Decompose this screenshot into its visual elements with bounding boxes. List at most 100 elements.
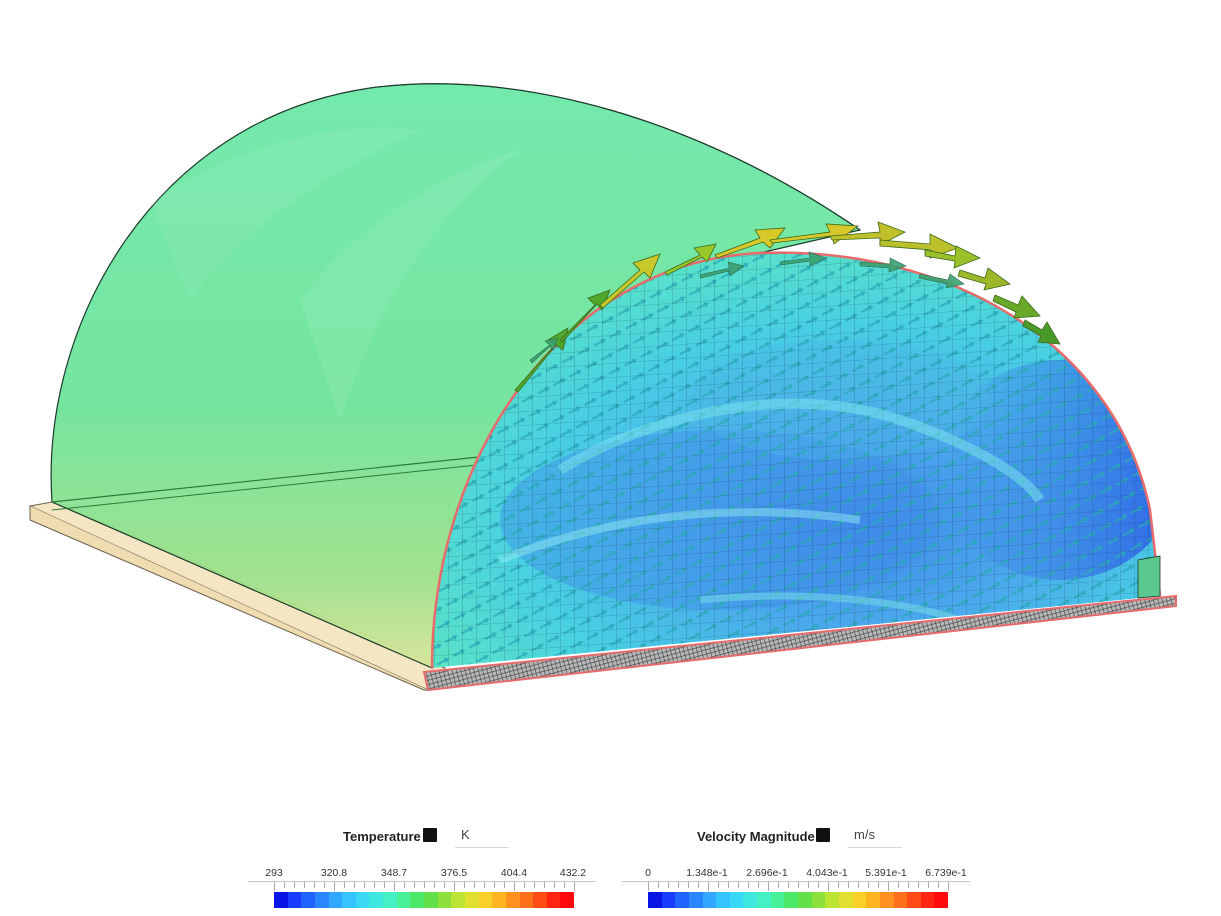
colorbar-segment: [770, 892, 785, 908]
tick-label: 348.7: [380, 867, 408, 879]
colorbar-segment: [369, 892, 384, 908]
minor-tick: [768, 882, 769, 891]
minor-tick: [504, 882, 505, 888]
tick-label: 293: [265, 867, 283, 879]
velocity-colorbar: [648, 892, 949, 908]
minor-tick: [858, 882, 859, 888]
colorbar-segment: [852, 892, 867, 908]
simulation-scene[interactable]: [0, 0, 1221, 800]
legend-unit-field[interactable]: m/s: [848, 822, 902, 848]
minor-tick: [444, 882, 445, 888]
minor-tick: [778, 882, 779, 888]
legend-axis-line: [248, 881, 596, 882]
colorbar-segment: [410, 892, 425, 908]
tick-label: 1.348e-1: [686, 867, 728, 879]
legend-minor-ticks: [648, 882, 949, 892]
colorbar-segment: [907, 892, 921, 908]
colorbar-segment: [342, 892, 356, 908]
tick-label: 4.043e-1: [806, 867, 848, 879]
black-square-icon[interactable]: [423, 828, 437, 842]
tick-label: 376.5: [440, 867, 468, 879]
minor-tick: [938, 882, 939, 888]
colorbar-segment: [437, 892, 452, 908]
minor-tick: [728, 882, 729, 888]
colorbar-segment: [383, 892, 397, 908]
legend-header: Velocity Magnitude m/s: [622, 822, 970, 850]
minor-tick: [928, 882, 929, 888]
colorbar-segment: [784, 892, 799, 908]
minor-tick: [424, 882, 425, 888]
minor-tick: [848, 882, 849, 888]
colorbar-segment: [546, 892, 561, 908]
colorbar-segment: [560, 892, 575, 908]
colorbar-segment: [825, 892, 839, 908]
colorbar-segment: [519, 892, 534, 908]
minor-tick: [918, 882, 919, 888]
legend-title: Velocity Magnitude: [697, 829, 815, 844]
minor-tick: [758, 882, 759, 888]
colorbar-segment: [533, 892, 547, 908]
minor-tick: [514, 882, 515, 891]
minor-tick: [808, 882, 809, 888]
tick-label: 0: [645, 867, 651, 879]
minor-tick: [748, 882, 749, 888]
3d-viewport[interactable]: [0, 0, 1221, 800]
minor-tick: [374, 882, 375, 888]
minor-tick: [404, 882, 405, 888]
minor-tick: [898, 882, 899, 888]
minor-tick: [648, 882, 649, 891]
minor-tick: [394, 882, 395, 891]
colorbar-segment: [287, 892, 302, 908]
minor-tick: [294, 882, 295, 888]
minor-tick: [454, 882, 455, 891]
colorbar-segment: [648, 892, 662, 908]
minor-tick: [434, 882, 435, 888]
colorbar-segment: [355, 892, 370, 908]
minor-tick: [678, 882, 679, 888]
minor-tick: [868, 882, 869, 888]
minor-tick: [484, 882, 485, 888]
minor-tick: [524, 882, 525, 888]
legend-tick-labels: 0 1.348e-1 2.696e-1 4.043e-1 5.391e-1 6.…: [622, 867, 970, 881]
colorbar-segment: [757, 892, 771, 908]
minor-tick: [544, 882, 545, 888]
minor-tick: [324, 882, 325, 888]
minor-tick: [798, 882, 799, 888]
tick-label: 320.8: [320, 867, 348, 879]
colorbar-segment: [492, 892, 506, 908]
minor-tick: [838, 882, 839, 888]
minor-tick: [888, 882, 889, 891]
colorbar-segment: [811, 892, 826, 908]
tick-label: 432.2: [559, 867, 587, 879]
colorbar-segment: [451, 892, 465, 908]
minor-tick: [464, 882, 465, 888]
cross-section-outline: [430, 251, 1162, 669]
tick-label: 2.696e-1: [746, 867, 788, 879]
colorbar-segment: [729, 892, 744, 908]
colorbar-segment: [396, 892, 411, 908]
colorbar-segment: [301, 892, 315, 908]
colorbar-segment: [920, 892, 935, 908]
minor-tick: [908, 882, 909, 888]
minor-tick: [414, 882, 415, 888]
legend-title: Temperature: [343, 829, 421, 844]
minor-tick: [688, 882, 689, 888]
minor-tick: [574, 882, 575, 891]
black-square-icon[interactable]: [816, 828, 830, 842]
minor-tick: [708, 882, 709, 891]
legend-axis-line: [622, 881, 970, 882]
colorbar-segment: [893, 892, 908, 908]
colorbar-segment: [675, 892, 689, 908]
minor-tick: [718, 882, 719, 888]
colorbar-segment: [838, 892, 853, 908]
colorbar-segment: [934, 892, 949, 908]
minor-tick: [698, 882, 699, 888]
colorbar-segment: [478, 892, 493, 908]
colorbar-segment: [661, 892, 676, 908]
minor-tick: [474, 882, 475, 888]
colorbar-segment: [464, 892, 479, 908]
legend-unit-field[interactable]: K: [455, 822, 509, 848]
minor-tick: [878, 882, 879, 888]
colorbar-segment: [879, 892, 894, 908]
colorbar-segment: [702, 892, 717, 908]
